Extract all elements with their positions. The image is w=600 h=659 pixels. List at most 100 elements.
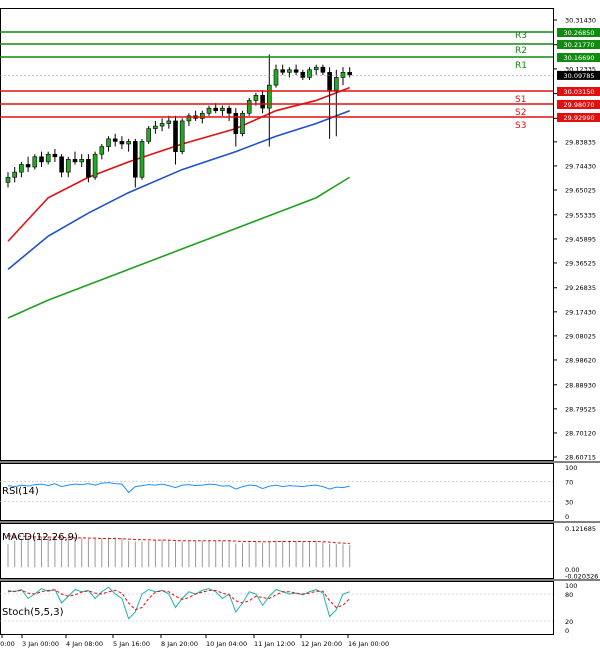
panel-frames xyxy=(0,8,600,635)
candle-body xyxy=(153,125,158,129)
candle-body xyxy=(280,69,286,73)
candle-body xyxy=(119,141,125,145)
pivot-level-name: R2 xyxy=(515,46,527,56)
stoch-label: Stoch(5,5,3) xyxy=(2,607,64,618)
candle-body xyxy=(39,156,44,163)
candle-body xyxy=(220,107,225,111)
candle-body xyxy=(213,107,218,111)
candle-body xyxy=(79,159,84,163)
pivot-level-value: 29.92990 xyxy=(563,114,594,122)
pivot-level-value: 30.26850 xyxy=(563,29,594,37)
rsi-line xyxy=(7,482,350,494)
price-tick-label: 29.65025 xyxy=(565,186,596,194)
panel-frame xyxy=(0,523,554,579)
candle-body xyxy=(179,120,185,152)
price-tick-label: 29.36525 xyxy=(565,259,596,267)
candle-body xyxy=(313,66,319,71)
candle-body xyxy=(273,69,279,86)
price-tick-label: 28.88930 xyxy=(565,381,596,389)
candlesticks xyxy=(5,54,353,188)
candle-body xyxy=(253,95,259,101)
candle-body xyxy=(126,141,131,145)
pivot-level-tag xyxy=(557,87,600,96)
stoch-tick-label: 20 xyxy=(565,618,573,626)
time-tick-label: 10 Jan 04:00 xyxy=(206,640,247,648)
candle-body xyxy=(139,141,145,178)
candle-body xyxy=(106,138,111,147)
rsi-tick-label: 100 xyxy=(565,464,577,472)
stoch-tick-label: 100 xyxy=(565,582,577,590)
candle-body xyxy=(72,159,78,163)
candle-body xyxy=(112,138,118,142)
candle-body xyxy=(333,77,339,91)
panel-frame xyxy=(0,581,554,635)
price-tick-label: 29.26835 xyxy=(565,284,596,292)
candle-body xyxy=(226,107,232,114)
candle-body xyxy=(99,146,105,155)
candle-body xyxy=(25,164,31,168)
price-tick-label: 29.08025 xyxy=(565,332,596,340)
price-tick-label: 29.74430 xyxy=(565,162,596,170)
candle-body xyxy=(287,69,292,73)
candle-body xyxy=(293,69,299,73)
pivot-level-value: 29.98070 xyxy=(563,101,594,109)
price-tick-label: 30.12335 xyxy=(565,65,596,73)
price-tick-label: 29.45895 xyxy=(565,235,596,243)
candle-body xyxy=(146,128,151,142)
candle-body xyxy=(45,153,51,163)
price-tick-label: 28.79525 xyxy=(565,405,596,413)
pivot-level-name: S3 xyxy=(515,121,526,131)
candle-body xyxy=(266,84,272,109)
candle-body xyxy=(260,95,265,109)
pivot-level-tag xyxy=(557,28,600,37)
stoch-signal-line xyxy=(7,589,351,611)
macd-tick-label: 0.00 xyxy=(565,566,579,574)
candle-body xyxy=(246,100,252,114)
macd-panel: MACD(12,26,9) 0.121685 0.00-0.020326 xyxy=(2,525,598,581)
current-price-value: 30.09785 xyxy=(563,72,594,80)
macd-signal-line xyxy=(7,535,350,544)
time-tick-label: 12 Jan 20:00 xyxy=(301,640,342,648)
pivot-level-tag xyxy=(557,100,600,109)
candle-body xyxy=(240,112,245,135)
candle-body xyxy=(166,120,172,124)
rsi-tick-label: 0 xyxy=(565,513,569,521)
time-tick-label: 8 Jan 20:00 xyxy=(161,640,198,648)
rsi-tick-label: 30 xyxy=(565,498,573,506)
time-axis: 00:00 3 Jan 00:00 4 Jan 08:00 5 Jan 16:00 8 … xyxy=(0,634,389,648)
rsi-label: RSI(14) xyxy=(2,486,39,497)
candle-body xyxy=(133,141,138,178)
candle-body xyxy=(5,176,11,183)
price-axis: 30.3143030.2177030.1233530.0267529.93015… xyxy=(553,17,596,462)
candle-body xyxy=(340,71,346,78)
candle-body xyxy=(347,71,353,76)
candle-body xyxy=(66,159,71,173)
pivot-level-tag xyxy=(557,113,600,122)
pivot-level-name: S2 xyxy=(515,108,526,118)
candle-body xyxy=(206,107,212,114)
price-tick-label: 29.17430 xyxy=(565,308,596,316)
candle-body xyxy=(86,159,91,178)
candle-body xyxy=(307,69,312,78)
candle-body xyxy=(92,153,98,178)
time-tick-label: 00:00 xyxy=(0,640,15,648)
candle-body xyxy=(327,71,332,91)
macd-label: MACD(12,26,9) xyxy=(2,532,78,543)
pivot-level-value: 30.03150 xyxy=(563,88,594,96)
time-tick-label: 3 Jan 00:00 xyxy=(22,640,59,648)
time-tick-label: 16 Jan 00:00 xyxy=(348,640,389,648)
pivot-level-tag xyxy=(557,40,600,49)
time-tick-label: 11 Jan 12:00 xyxy=(254,640,295,648)
pivot-level-name: R1 xyxy=(515,61,527,71)
moving-average-line xyxy=(7,176,351,319)
moving-average-line xyxy=(7,109,350,271)
stoch-tick-label: 80 xyxy=(565,591,573,599)
moving-averages xyxy=(7,86,351,319)
macd-tick-label: -0.020326 xyxy=(565,573,598,581)
panel-frame xyxy=(0,463,554,521)
current-price-tag xyxy=(557,70,600,80)
pivot-level-name: S1 xyxy=(515,95,526,105)
